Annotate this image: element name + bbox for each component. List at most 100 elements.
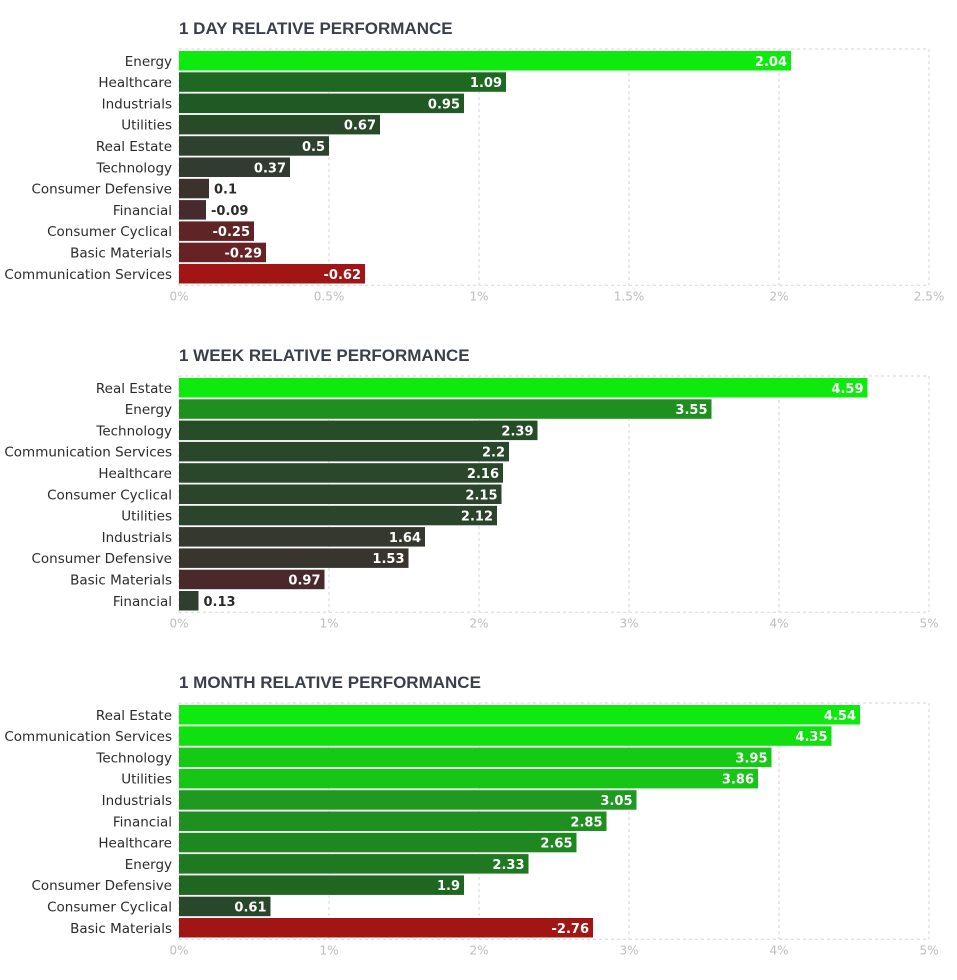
value-label: 3.95 <box>735 751 767 766</box>
bar <box>179 114 380 135</box>
value-label: 2.04 <box>755 55 787 70</box>
bar <box>179 51 791 71</box>
bar <box>179 221 254 241</box>
category-label: Communication Services <box>4 729 172 745</box>
bar <box>179 157 290 177</box>
category-label: Healthcare <box>98 836 172 852</box>
category-label: Basic Materials <box>70 921 172 937</box>
bar <box>179 527 425 547</box>
chart-title: 1 MONTH RELATIVE PERFORMANCE <box>179 673 481 692</box>
category-label: Basic Materials <box>70 572 172 588</box>
chart-title: 1 WEEK RELATIVE PERFORMANCE <box>179 346 470 365</box>
bar <box>179 569 325 590</box>
value-label: 2.33 <box>492 858 524 873</box>
category-label: Financial <box>113 594 172 610</box>
bar <box>179 505 497 526</box>
bar <box>179 441 509 462</box>
category-label: Consumer Cyclical <box>47 899 172 915</box>
value-label: -0.62 <box>324 268 361 283</box>
x-tick-label: 2% <box>769 289 788 303</box>
category-label: Technology <box>95 750 172 766</box>
x-tick-label: 0% <box>169 616 188 630</box>
value-label: 4.54 <box>824 709 856 724</box>
value-label: 4.35 <box>795 730 827 745</box>
bar <box>179 378 868 398</box>
chart-1-day: 1 DAY RELATIVE PERFORMANCE 0% 0.5% 1% 1.5% 2%… <box>0 0 957 310</box>
category-label: Communication Services <box>4 267 172 283</box>
chart-1-week-svg: 1 WEEK RELATIVE PERFORMANCE 0% 1% 2% 3% 4% 5% R… <box>4 346 938 630</box>
value-label: 2.16 <box>467 467 499 482</box>
bar <box>179 399 712 419</box>
x-tick-label: 4% <box>769 943 788 957</box>
value-label: 3.86 <box>722 773 754 788</box>
x-tick-label: 3% <box>619 943 638 957</box>
x-tick-label: 2% <box>469 616 488 630</box>
bar <box>179 832 577 853</box>
chart-title: 1 DAY RELATIVE PERFORMANCE <box>179 19 453 38</box>
category-label: Financial <box>113 814 172 830</box>
category-label: Healthcare <box>98 75 172 91</box>
bar <box>179 747 772 768</box>
value-label: 1.09 <box>470 76 502 91</box>
category-label: Consumer Cyclical <box>47 487 172 503</box>
bar <box>179 896 271 917</box>
bar <box>179 918 593 938</box>
category-label: Industrials <box>102 793 172 809</box>
chart-1-week: 1 WEEK RELATIVE PERFORMANCE 0% 1% 2% 3% 4% 5% R… <box>0 327 957 637</box>
bar <box>179 484 502 504</box>
chart-1-month: 1 MONTH RELATIVE PERFORMANCE 0% 1% 2% 3% 4% 5%… <box>0 654 957 964</box>
category-label: Energy <box>125 54 172 70</box>
value-label: -0.09 <box>211 204 248 219</box>
value-label: 0.95 <box>428 97 460 112</box>
category-label: Consumer Defensive <box>31 878 172 894</box>
category-label: Real Estate <box>96 381 172 397</box>
bar <box>179 875 464 895</box>
value-label: -0.25 <box>213 225 250 240</box>
x-tick-label: 0% <box>169 289 188 303</box>
value-label: 0.1 <box>214 183 237 198</box>
category-label: Communication Services <box>4 445 172 461</box>
value-label: 2.65 <box>540 837 572 852</box>
x-tick-label: 2% <box>469 943 488 957</box>
value-label: 0.97 <box>288 573 320 588</box>
category-label: Energy <box>125 402 172 418</box>
category-label: Consumer Cyclical <box>47 224 172 240</box>
value-label: 3.05 <box>600 794 632 809</box>
x-tick-label: 2.5% <box>914 289 945 303</box>
category-label: Industrials <box>102 96 172 112</box>
bar <box>179 420 538 441</box>
value-label: 0.13 <box>204 595 236 610</box>
category-label: Utilities <box>121 772 172 788</box>
value-label: 1.9 <box>437 879 460 894</box>
value-label: 0.37 <box>254 161 286 176</box>
value-label: 2.12 <box>461 510 493 525</box>
x-tick-label: 1.5% <box>614 289 645 303</box>
value-label: 0.67 <box>344 119 376 134</box>
category-label: Consumer Defensive <box>31 551 172 567</box>
category-label: Financial <box>113 203 172 219</box>
value-label: 1.64 <box>389 531 421 546</box>
category-label: Utilities <box>121 118 172 134</box>
value-label: -2.76 <box>552 922 589 937</box>
category-label: Consumer Defensive <box>31 182 172 198</box>
value-label: 3.55 <box>675 403 707 418</box>
value-label: 2.2 <box>482 446 505 461</box>
value-label: 2.85 <box>570 815 602 830</box>
bar <box>179 811 607 831</box>
x-tick-label: 1% <box>319 943 338 957</box>
value-label: 2.39 <box>501 424 533 439</box>
value-label: 0.61 <box>234 900 266 915</box>
chart-1-month-svg: 1 MONTH RELATIVE PERFORMANCE 0% 1% 2% 3% 4% 5%… <box>4 673 938 957</box>
bar <box>179 242 266 263</box>
bar <box>179 136 329 156</box>
bar <box>179 591 199 611</box>
x-tick-label: 1% <box>469 289 488 303</box>
category-label: Energy <box>125 857 172 873</box>
x-tick-label: 5% <box>919 943 938 957</box>
x-tick-label: 3% <box>619 616 638 630</box>
bar <box>179 768 758 789</box>
bar <box>179 178 209 199</box>
category-label: Technology <box>95 423 172 439</box>
bar <box>179 200 206 220</box>
category-label: Industrials <box>102 530 172 546</box>
